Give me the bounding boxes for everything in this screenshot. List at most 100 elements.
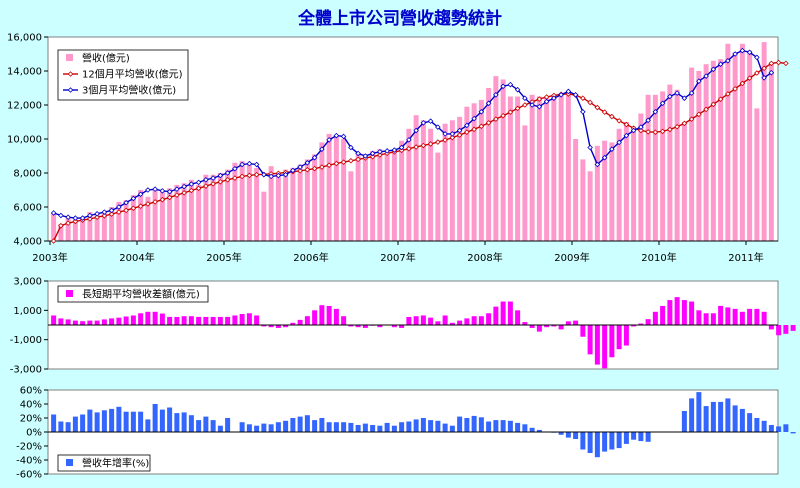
bar xyxy=(631,127,637,241)
bar xyxy=(507,420,513,432)
bar xyxy=(536,96,542,241)
y-tick-label: 20% xyxy=(20,414,42,425)
series-point xyxy=(188,181,195,187)
bar xyxy=(486,313,492,325)
series-point xyxy=(232,175,238,181)
bar xyxy=(718,59,724,241)
x-tick-label: 2005年 xyxy=(206,251,241,264)
series-point xyxy=(50,238,57,244)
bar xyxy=(58,224,64,241)
series-point xyxy=(413,127,419,134)
bar xyxy=(196,316,202,325)
bar xyxy=(341,139,347,241)
series-point xyxy=(710,101,717,108)
series-point xyxy=(717,61,724,67)
bar xyxy=(80,321,86,325)
bar xyxy=(116,317,122,325)
bar xyxy=(391,425,397,432)
y-tick-label: 1,000 xyxy=(13,306,42,317)
series-point xyxy=(94,214,100,220)
bar xyxy=(254,315,260,325)
bar xyxy=(739,311,745,325)
bar xyxy=(159,191,165,241)
series-point xyxy=(659,100,666,107)
series-point xyxy=(768,60,775,67)
bar xyxy=(275,325,281,328)
bar xyxy=(341,316,347,325)
bar xyxy=(725,43,731,241)
bar xyxy=(188,415,194,432)
bar xyxy=(478,316,484,325)
bar xyxy=(138,313,144,325)
y-tick-label: 60% xyxy=(20,386,42,397)
bar xyxy=(94,320,100,325)
bar xyxy=(544,98,550,241)
bar xyxy=(420,315,426,325)
bar xyxy=(623,122,629,241)
bar xyxy=(290,322,296,325)
bar xyxy=(217,173,223,241)
legend-box xyxy=(57,285,209,303)
bar xyxy=(377,425,383,432)
series-point xyxy=(101,213,108,219)
bar xyxy=(464,318,470,325)
bar xyxy=(718,401,724,432)
bar xyxy=(217,425,223,432)
series-point xyxy=(362,153,369,159)
bar xyxy=(623,432,629,444)
bar xyxy=(130,411,136,432)
bar xyxy=(413,316,419,325)
bar xyxy=(101,212,107,241)
series-point xyxy=(638,124,644,130)
series-point xyxy=(384,148,390,154)
series-point xyxy=(391,147,398,153)
series-line xyxy=(53,49,772,219)
bar xyxy=(370,150,376,241)
bar xyxy=(507,301,513,325)
bar xyxy=(449,425,455,432)
series-point xyxy=(493,116,499,122)
series-point xyxy=(87,212,93,219)
bar xyxy=(471,103,477,241)
bar xyxy=(529,427,535,432)
series-point xyxy=(72,215,79,221)
bar xyxy=(471,316,477,325)
bar xyxy=(130,195,136,241)
bar xyxy=(768,325,774,330)
bar xyxy=(696,310,702,325)
y-tick-label: 3,000 xyxy=(13,277,42,288)
bar xyxy=(674,297,680,325)
bar xyxy=(130,315,136,325)
bar xyxy=(304,415,310,432)
series-point xyxy=(536,96,543,102)
bar xyxy=(80,414,86,432)
bar xyxy=(710,401,716,432)
series-point xyxy=(145,201,151,207)
x-tick-label: 2007年 xyxy=(380,251,415,264)
bar xyxy=(776,325,782,336)
series-point xyxy=(137,191,144,198)
legend-label: 營收年增率(%) xyxy=(82,457,149,470)
series-point xyxy=(652,109,659,115)
bar xyxy=(319,418,325,432)
bar xyxy=(72,416,78,432)
bar xyxy=(449,120,455,241)
series-point xyxy=(311,154,318,161)
bar xyxy=(123,411,129,432)
series-point xyxy=(688,116,695,122)
bar xyxy=(181,316,187,325)
y-tick-label: 0% xyxy=(26,428,42,439)
bar xyxy=(471,415,477,432)
series-point xyxy=(166,194,173,201)
series-point xyxy=(94,211,100,217)
bar xyxy=(420,120,426,241)
bar xyxy=(645,432,651,442)
bar xyxy=(123,200,129,241)
bar xyxy=(732,405,738,432)
series-point xyxy=(203,183,209,189)
bar xyxy=(225,418,231,432)
series-point xyxy=(246,160,253,167)
bar xyxy=(312,420,318,432)
y-tick-label: -60% xyxy=(16,470,42,481)
series-point xyxy=(282,171,289,178)
